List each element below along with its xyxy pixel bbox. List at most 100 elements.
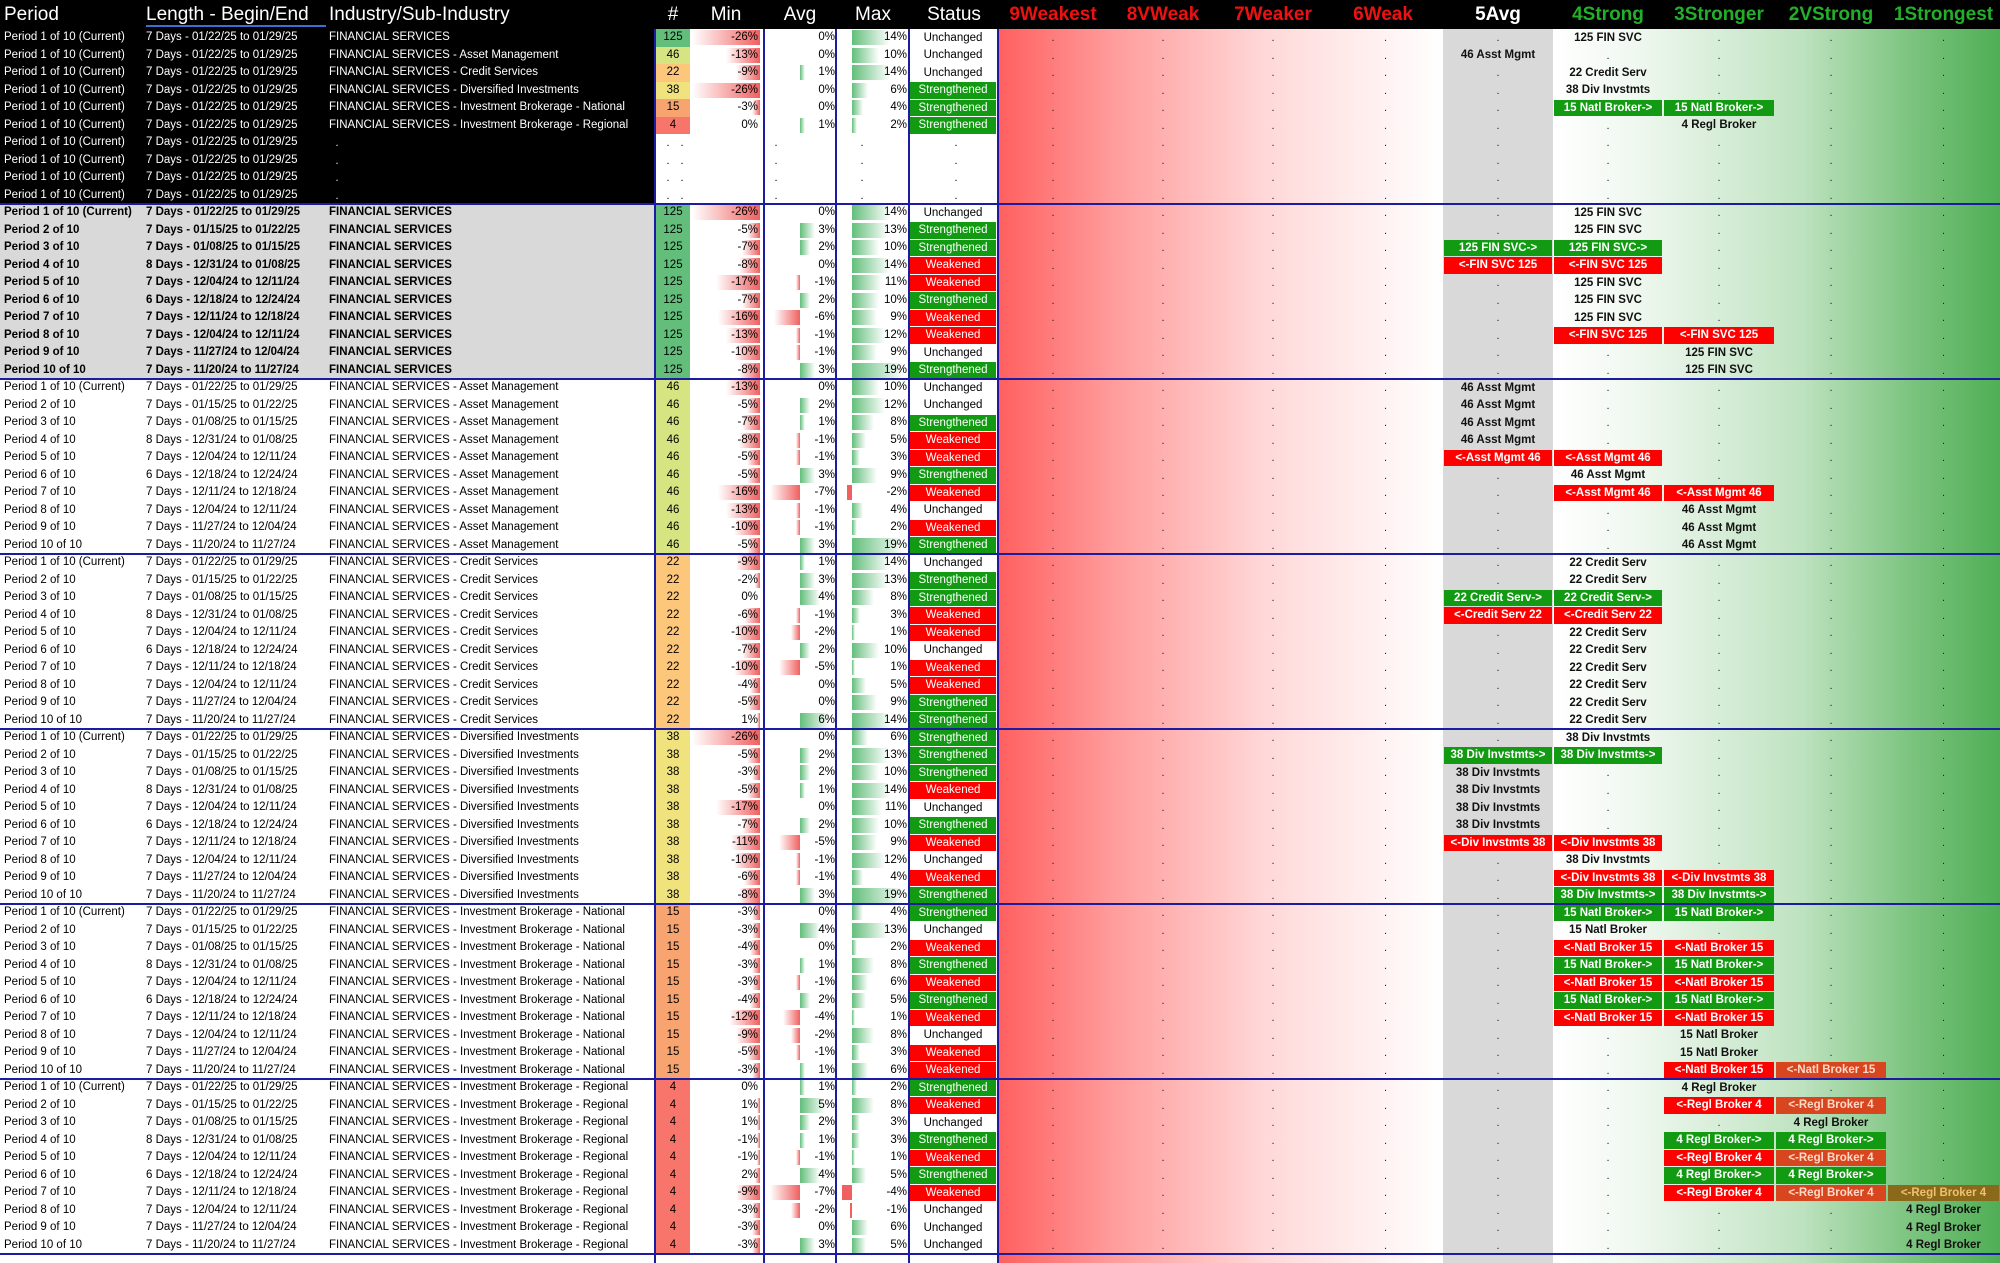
industry-cell[interactable]: FINANCIAL SERVICES	[329, 276, 452, 288]
industry-cell[interactable]: FINANCIAL SERVICES - Investment Brokerag…	[329, 101, 625, 113]
avg-cell[interactable]: -7%	[814, 486, 835, 498]
avg-cell[interactable]: -1%	[814, 346, 835, 358]
period-cell[interactable]: Period 10 of 10	[4, 363, 86, 376]
count-cell[interactable]: 46	[656, 396, 690, 414]
period-cell[interactable]: Period 1 of 10 (Current)	[4, 731, 125, 743]
industry-cell[interactable]: FINANCIAL SERVICES - Diversified Investm…	[329, 783, 579, 796]
zone-label[interactable]: 4 Regl Broker->	[1664, 1167, 1774, 1184]
min-cell[interactable]: -8%	[737, 363, 758, 376]
status-badge[interactable]: Strengthened	[910, 117, 996, 134]
min-cell[interactable]: -4%	[737, 993, 758, 1006]
zone-label[interactable]: 22 Credit Serv	[1569, 644, 1647, 656]
status-badge[interactable]: Unchanged	[910, 852, 996, 869]
avg-cell[interactable]: -1%	[814, 276, 835, 288]
status-badge[interactable]: Unchanged	[910, 502, 996, 519]
avg-cell[interactable]: 0%	[818, 258, 835, 271]
industry-cell[interactable]: FINANCIAL SERVICES - Investment Brokerag…	[329, 1063, 625, 1076]
max-cell[interactable]: 1%	[890, 1151, 907, 1163]
industry-cell[interactable]: FINANCIAL SERVICES	[329, 293, 452, 306]
length-cell[interactable]: 7 Days - 01/22/25 to 01/29/25	[146, 731, 298, 743]
zone-label[interactable]: <-Natl Broker 15	[1776, 1062, 1886, 1079]
length-cell[interactable]: 7 Days - 11/27/24 to 12/04/24	[146, 696, 297, 708]
min-cell[interactable]: -8%	[737, 258, 758, 271]
length-cell[interactable]: 7 Days - 12/11/24 to 12/18/24	[146, 836, 297, 848]
max-cell[interactable]: 6%	[890, 1221, 907, 1233]
avg-cell[interactable]: -1%	[814, 976, 835, 988]
zone-label[interactable]: 22 Credit Serv	[1569, 679, 1647, 691]
period-cell[interactable]: Period 10 of 10	[4, 1238, 83, 1251]
avg-cell[interactable]: 3%	[818, 888, 835, 901]
col-header-7weaker[interactable]: 7Weaker	[1234, 4, 1312, 25]
status-badge[interactable]: Unchanged	[910, 204, 996, 221]
status-badge[interactable]: Weakened	[910, 1009, 996, 1026]
length-cell[interactable]: 7 Days - 01/22/25 to 01/29/25	[146, 31, 298, 43]
status-badge[interactable]: Weakened	[910, 432, 996, 449]
min-cell[interactable]: -5%	[737, 783, 758, 796]
min-cell[interactable]: -13%	[731, 328, 758, 341]
status-badge[interactable]: Strengthened	[910, 99, 996, 116]
status-badge[interactable]: Strengthened	[910, 729, 996, 746]
zone-label[interactable]: 125 FIN SVC	[1685, 346, 1753, 359]
max-cell[interactable]: 14%	[883, 258, 907, 271]
min-cell[interactable]: -7%	[737, 643, 758, 656]
industry-cell[interactable]: FINANCIAL SERVICES - Credit Services	[329, 696, 538, 708]
max-cell[interactable]: 8%	[890, 1028, 907, 1041]
length-cell[interactable]: 7 Days - 01/08/25 to 01/15/25	[146, 241, 301, 253]
count-cell[interactable]: 125	[656, 344, 690, 362]
max-cell[interactable]: 13%	[883, 748, 907, 761]
status-badge[interactable]: Strengthened	[910, 82, 996, 99]
status-badge[interactable]: Unchanged	[910, 1237, 996, 1254]
min-cell[interactable]: -7%	[737, 241, 758, 253]
length-cell[interactable]: 7 Days - 12/04/24 to 12/11/24	[146, 853, 297, 866]
industry-cell[interactable]: FINANCIAL SERVICES - Credit Services	[329, 713, 538, 726]
min-cell[interactable]: -11%	[732, 836, 758, 848]
zone-label[interactable]: 22 Credit Serv	[1569, 661, 1647, 674]
min-cell[interactable]: -5%	[737, 538, 758, 551]
max-cell[interactable]: 14%	[883, 713, 907, 726]
zone-label[interactable]: <-Regl Broker 4	[1664, 1184, 1774, 1201]
industry-cell[interactable]: FINANCIAL SERVICES - Credit Services	[329, 608, 538, 621]
avg-cell[interactable]: 0%	[818, 31, 835, 43]
col-header-avg[interactable]: Avg	[783, 4, 817, 25]
status-badge[interactable]: Weakened	[910, 834, 996, 851]
status-badge[interactable]: Strengthened	[910, 1167, 996, 1184]
length-cell[interactable]: 8 Days - 12/31/24 to 01/08/25	[146, 958, 298, 971]
min-cell[interactable]: -2%	[737, 573, 758, 586]
count-cell[interactable]: 4	[656, 1236, 690, 1254]
length-cell[interactable]: 7 Days - 01/08/25 to 01/15/25	[146, 941, 298, 953]
industry-cell[interactable]: FINANCIAL SERVICES - Asset Management	[329, 468, 559, 481]
length-cell[interactable]: 6 Days - 12/18/24 to 12/24/24	[146, 993, 298, 1006]
avg-cell[interactable]: 2%	[818, 643, 835, 656]
col-header-min[interactable]: Min	[710, 4, 742, 25]
length-cell[interactable]: 6 Days - 12/18/24 to 12/24/24	[146, 1168, 298, 1181]
avg-cell[interactable]: 0%	[818, 678, 835, 691]
period-cell[interactable]: Period 1 of 10 (Current)	[4, 1081, 125, 1093]
avg-cell[interactable]: -1%	[814, 433, 835, 446]
status-badge[interactable]: Unchanged	[910, 344, 996, 361]
count-cell[interactable]: 46	[656, 519, 690, 537]
avg-cell[interactable]: 3%	[818, 1238, 835, 1251]
period-cell[interactable]: Period 6 of 10	[4, 468, 76, 481]
count-cell[interactable]: 38	[656, 799, 690, 817]
avg-cell[interactable]: 0%	[818, 906, 835, 918]
count-cell[interactable]: 4	[656, 1184, 690, 1202]
zone-label[interactable]: 46 Asst Mgmt	[1681, 521, 1757, 534]
avg-cell[interactable]: 0%	[818, 101, 835, 113]
col-header-8vweak[interactable]: 8VWeak	[1126, 4, 1200, 25]
period-cell[interactable]: Period 8 of 10	[4, 1203, 76, 1216]
min-cell[interactable]: -3%	[737, 923, 758, 936]
avg-cell[interactable]: 4%	[818, 591, 835, 603]
period-cell[interactable]: Period 2 of 10	[4, 223, 80, 236]
status-badge[interactable]: Strengthened	[910, 694, 996, 711]
avg-cell[interactable]: 1%	[818, 958, 835, 971]
min-cell[interactable]: -17%	[731, 801, 758, 813]
zone-label[interactable]: 4 Regl Broker->	[1664, 1132, 1774, 1149]
max-cell[interactable]: 5%	[890, 678, 907, 691]
industry-cell[interactable]: FINANCIAL SERVICES - Asset Management	[329, 451, 559, 463]
industry-cell[interactable]: FINANCIAL SERVICES - Asset Management	[329, 398, 559, 411]
status-badge[interactable]: Strengthened	[910, 1132, 996, 1149]
col-header-length[interactable]: Length - Begin/End	[146, 0, 326, 27]
industry-cell[interactable]: FINANCIAL SERVICES - Asset Management	[329, 503, 559, 516]
status-badge[interactable]: Strengthened	[910, 887, 996, 904]
period-cell[interactable]: Period 3 of 10	[4, 941, 76, 953]
